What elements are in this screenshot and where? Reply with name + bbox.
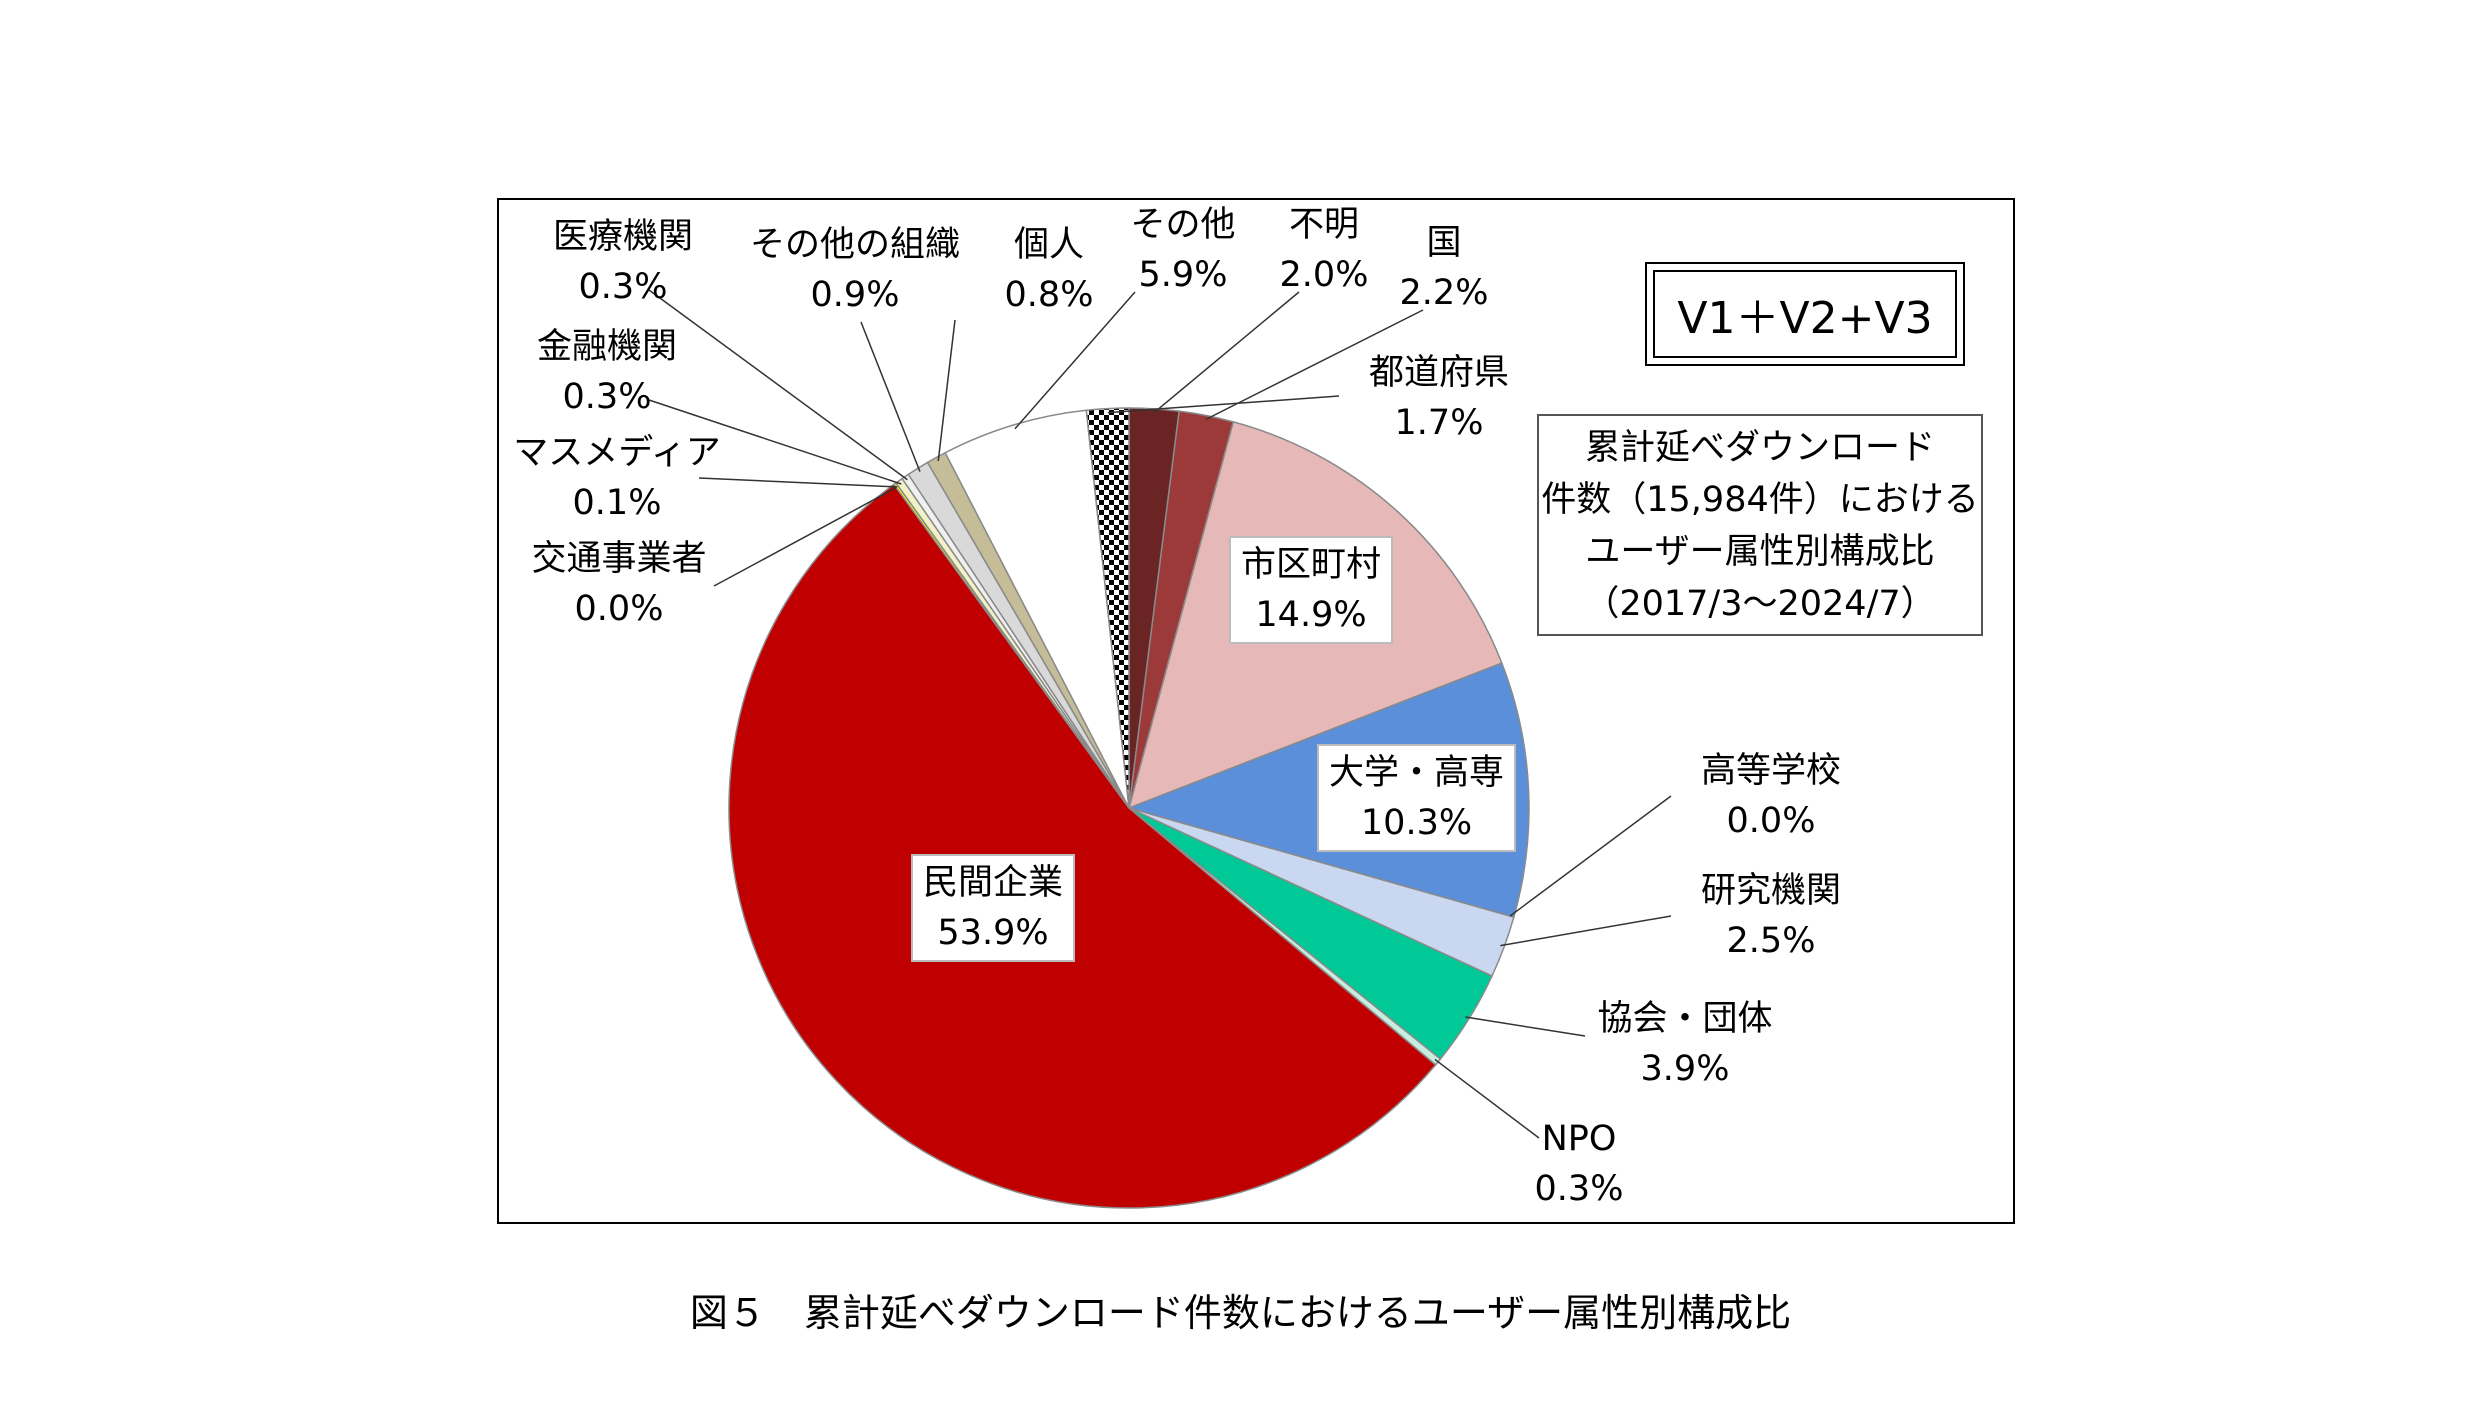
- label-kuni: 国 2.2%: [1394, 218, 1494, 318]
- label-todofuken: 都道府県 1.7%: [1339, 348, 1539, 448]
- leader-医療機関: [648, 289, 908, 481]
- description-line-1: 累計延べダウンロード: [1584, 428, 1935, 468]
- slice-value-研究機関: 2.5%: [1726, 921, 1816, 961]
- slice-label-市区町村: 市区町村: [1241, 545, 1382, 585]
- slice-label-その他: その他: [1130, 205, 1236, 245]
- label-kotsu: 交通事業者 0.0%: [509, 534, 729, 634]
- slice-label-都道府県: 都道府県: [1368, 353, 1509, 393]
- label-kojin: 個人 0.8%: [999, 220, 1099, 320]
- leader-都道府県: [1107, 395, 1340, 414]
- label-minkan: 民間企業 53.9%: [911, 854, 1076, 962]
- slice-value-大学・高専: 10.3%: [1360, 803, 1473, 843]
- version-badge: V1＋V2+V3: [1645, 262, 1965, 366]
- slice-label-その他の組織: その他の組織: [749, 225, 960, 265]
- slice-value-不明: 2.0%: [1279, 255, 1369, 295]
- description-line-2: 件数（15,984件）における: [1541, 480, 1979, 520]
- slice-label-NPO: NPO: [1541, 1119, 1617, 1159]
- version-badge-text: V1＋V2+V3: [1653, 270, 1957, 358]
- label-shikuchoson: 市区町村 14.9%: [1229, 536, 1394, 644]
- slice-label-民間企業: 民間企業: [923, 863, 1064, 903]
- slice-value-高等学校: 0.0%: [1726, 801, 1816, 841]
- slice-label-研究機関: 研究機関: [1700, 871, 1841, 911]
- label-sonota-soshiki: その他の組織 0.9%: [705, 220, 1005, 320]
- leader-個人: [937, 319, 956, 462]
- label-kyokai: 協会・団体 3.9%: [1575, 994, 1795, 1094]
- pie-slice-その他: [944, 409, 1130, 809]
- slice-value-NPO: 0.3%: [1534, 1169, 1624, 1209]
- label-fumei: 不明 2.0%: [1274, 200, 1374, 300]
- leader-マスメディア: [698, 477, 898, 488]
- slice-value-民間企業: 53.9%: [937, 913, 1049, 953]
- leader-高等学校: [1509, 795, 1672, 917]
- leader-国: [1205, 309, 1424, 421]
- slice-label-医療機関: 医療機関: [552, 217, 693, 257]
- slice-label-高等学校: 高等学校: [1700, 751, 1841, 791]
- leader-その他: [1014, 291, 1136, 430]
- leader-研究機関: [1500, 915, 1672, 947]
- leader-協会・団体: [1465, 1016, 1586, 1037]
- leader-交通事業者: [713, 486, 897, 587]
- slice-value-マスメディア: 0.1%: [572, 483, 662, 523]
- label-massmedia: マスメディア 0.1%: [507, 428, 727, 528]
- label-npo: NPO 0.3%: [1529, 1114, 1629, 1214]
- pie-slice-都道府県: [1085, 407, 1130, 809]
- slice-label-交通事業者: 交通事業者: [531, 539, 707, 579]
- figure-caption: 図５ 累計延べダウンロード件数におけるユーザー属性別構成比: [689, 1291, 1792, 1335]
- slice-label-国: 国: [1426, 223, 1462, 263]
- pie-slice-民間企業: [728, 483, 1437, 1209]
- leader-その他の組織: [860, 321, 921, 472]
- slice-value-国: 2.2%: [1399, 273, 1489, 313]
- slice-value-医療機関: 0.3%: [578, 267, 668, 307]
- slice-value-金融機関: 0.3%: [562, 377, 652, 417]
- slice-label-マスメディア: マスメディア: [513, 433, 721, 473]
- chart-frame: 医療機関 0.3% その他の組織 0.9% 個人 0.8% その他 5.9% 不…: [497, 198, 2015, 1224]
- slice-label-個人: 個人: [1013, 225, 1084, 265]
- label-kinyu: 金融機関 0.3%: [507, 322, 707, 422]
- description-line-3: ユーザー属性別構成比: [1585, 532, 1935, 572]
- label-kenkyu: 研究機関 2.5%: [1671, 866, 1871, 966]
- description-line-4: （2017/3～2024/7）: [1584, 584, 1936, 624]
- label-daigaku: 大学・高専 10.3%: [1317, 744, 1517, 852]
- label-sonota: その他 5.9%: [1113, 200, 1253, 300]
- slice-value-交通事業者: 0.0%: [574, 589, 664, 629]
- slice-value-市区町村: 14.9%: [1255, 595, 1367, 635]
- slice-label-大学・高専: 大学・高専: [1329, 753, 1505, 793]
- slice-value-都道府県: 1.7%: [1394, 403, 1484, 443]
- slice-value-その他: 5.9%: [1138, 255, 1228, 295]
- leader-金融機関: [648, 399, 902, 485]
- leader-不明: [1153, 291, 1300, 414]
- label-kotogakko: 高等学校 0.0%: [1671, 746, 1871, 846]
- slice-value-個人: 0.8%: [1004, 275, 1094, 315]
- label-iryo: 医療機関 0.3%: [523, 212, 723, 312]
- leader-NPO: [1434, 1058, 1540, 1139]
- description-box: 累計延べダウンロード 件数（15,984件）における ユーザー属性別構成比 （2…: [1537, 414, 1983, 636]
- slice-value-その他の組織: 0.9%: [810, 275, 900, 315]
- slice-label-協会・団体: 協会・団体: [1597, 999, 1773, 1039]
- slice-value-協会・団体: 3.9%: [1640, 1049, 1730, 1089]
- slice-label-不明: 不明: [1288, 205, 1359, 245]
- slice-label-金融機関: 金融機関: [536, 327, 677, 367]
